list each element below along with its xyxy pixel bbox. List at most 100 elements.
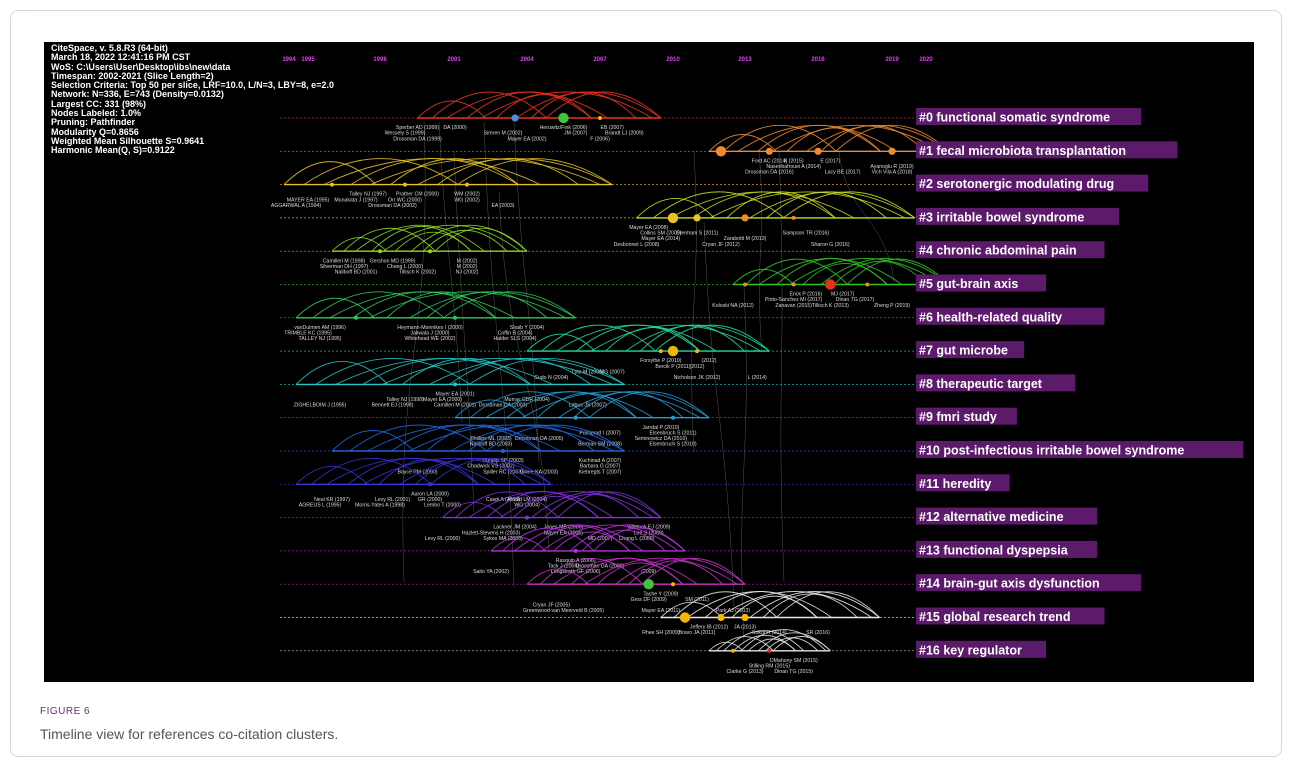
cocitation-arc xyxy=(526,333,596,352)
cluster-label-bg xyxy=(916,607,1105,625)
cocitation-arc xyxy=(326,457,496,485)
cluster-row: Mayer EA (2008)Collins SM (2009)Grenham … xyxy=(280,191,1120,248)
reference-label: Drossman DA (2006) xyxy=(576,564,625,570)
reference-label: Lacy BE (2017) xyxy=(825,170,861,176)
cocitation-arc xyxy=(490,537,546,552)
cluster-label-bg xyxy=(916,374,1076,392)
reference-label: Kiebregts T (2007) xyxy=(579,469,622,475)
cluster-label-bg xyxy=(916,474,1010,492)
reference-label: Arnold LM (2004) xyxy=(507,497,547,503)
info-line: Timespan: 2002-2021 (Slice Length=2) xyxy=(51,70,214,81)
cocitation-arc xyxy=(593,527,686,552)
cluster-label: #5 gut-brain axis xyxy=(919,277,1018,291)
cocitation-arc xyxy=(615,557,746,585)
cocitation-arc xyxy=(502,527,595,552)
reference-label: M (2002) xyxy=(457,264,478,270)
reference-label: Prather CM (2000) xyxy=(396,192,439,198)
cocitation-arc xyxy=(758,258,902,285)
cocitation-arc xyxy=(295,361,389,385)
reference-label: Silverman DH (1997) xyxy=(320,264,369,270)
reference-label: MG (2007) xyxy=(600,369,625,375)
info-line: Pruning: Pathfinder xyxy=(51,117,135,128)
cocitation-arc xyxy=(513,496,599,518)
cocitation-arc xyxy=(709,191,905,219)
cocitation-arc xyxy=(723,124,837,152)
cocitation-arc xyxy=(636,197,715,219)
cluster-label: #9 fmri study xyxy=(919,410,997,424)
reference-label: Mayer EA (2008) xyxy=(629,225,668,231)
reference-label: Jarrdal P (2010) xyxy=(642,425,679,431)
reference-label: Lackner JM (2004) xyxy=(493,525,537,531)
reference-node xyxy=(741,613,749,622)
cocitation-arc xyxy=(553,531,630,552)
reference-label: Talley NJ (1998) xyxy=(386,397,424,403)
reference-node xyxy=(741,214,749,222)
cocitation-arc xyxy=(539,558,643,585)
cocitation-arc xyxy=(762,593,858,618)
reference-label: Zanavan (2015) xyxy=(775,303,812,309)
reference-label: Drossman DA (1999) xyxy=(393,136,442,142)
cocitation-arc xyxy=(772,124,941,152)
info-line: WoS: C:\Users\User\Desktop\ibs\new\data xyxy=(51,61,231,72)
cocitation-arc xyxy=(455,491,559,518)
cocitation-arc xyxy=(399,457,552,485)
reference-node xyxy=(679,612,691,623)
figure-caption: Timeline view for references co-citation… xyxy=(40,726,339,742)
cluster-label: #13 functional dyspepsia xyxy=(919,543,1069,557)
reference-label: Murray CDR (2004) xyxy=(504,397,550,403)
reference-label: Vich Vila A (2018) xyxy=(872,170,913,176)
cocitation-arc xyxy=(312,291,445,319)
reference-label: (2009) xyxy=(641,569,656,575)
reference-label: Phillips ML (2003) xyxy=(470,436,512,442)
cocitation-arc xyxy=(625,324,770,352)
reference-node xyxy=(715,146,727,157)
cluster-label: #7 gut microbe xyxy=(919,344,1008,358)
reference-node xyxy=(428,482,432,487)
link-curve xyxy=(483,121,515,588)
reference-label: K (2015) xyxy=(784,158,804,164)
cocitation-arc xyxy=(745,258,848,285)
reference-label: Heymann-Monnikes I (2000) xyxy=(397,325,463,331)
reference-node xyxy=(403,182,407,187)
reference-label: Tillisch K (2002) xyxy=(399,270,436,276)
cluster-row: Rasquin A (2006)Drossman DA (2006)Tack J… xyxy=(280,524,1098,575)
cocitation-arc xyxy=(605,327,701,352)
cluster-row: Lackner JM (2004) Jones MP (2006) Videlock… xyxy=(280,491,1098,542)
cluster-label-bg xyxy=(916,108,1141,125)
cocitation-arc xyxy=(531,491,662,518)
cocitation-arc xyxy=(426,291,548,319)
cocitation-arc xyxy=(541,524,679,552)
reference-node xyxy=(558,112,569,124)
cluster-label-bg xyxy=(916,640,1047,658)
link-curve xyxy=(778,151,785,583)
cocitation-arc xyxy=(378,458,479,485)
reference-label: Grenham S (2011) xyxy=(676,231,719,237)
reference-label: Simren M (2002) xyxy=(484,131,523,137)
cocitation-arc xyxy=(481,91,653,119)
reference-label: Naliboff BD (2003) xyxy=(470,442,513,448)
reference-label: MAYER EA (1995) xyxy=(287,197,330,203)
cocitation-arc xyxy=(669,191,855,219)
reference-node xyxy=(888,147,896,155)
reference-label: JM (2007) xyxy=(564,131,588,137)
cocitation-arc xyxy=(521,391,701,419)
cocitation-arc xyxy=(783,191,916,219)
cocitation-arc xyxy=(331,430,415,452)
cocitation-arc xyxy=(343,228,436,252)
cocitation-arc xyxy=(295,465,368,485)
reference-label: Brandt LJ (2009) xyxy=(605,131,644,137)
cluster-label: #15 global research trend xyxy=(919,610,1070,624)
reference-node xyxy=(573,415,578,420)
cocitation-arc xyxy=(369,291,566,319)
inter-cluster-links xyxy=(402,121,895,643)
cocitation-arc xyxy=(469,357,625,385)
cluster-label-bg xyxy=(916,507,1098,525)
reference-label: Stilling RM (2015) xyxy=(749,664,790,670)
info-line: Selection Criteria: Top 50 per slice, LR… xyxy=(51,80,334,91)
cocitation-arc xyxy=(434,227,528,252)
reference-label: Saito YA (2002) xyxy=(473,569,509,575)
reference-label: Gros DF (2009) xyxy=(631,597,667,603)
reference-label: Gershon MD (1999) xyxy=(370,258,416,264)
reference-label: Coffin B (2004) xyxy=(498,331,533,337)
reference-label: Cryan JF (2005) xyxy=(533,603,571,609)
